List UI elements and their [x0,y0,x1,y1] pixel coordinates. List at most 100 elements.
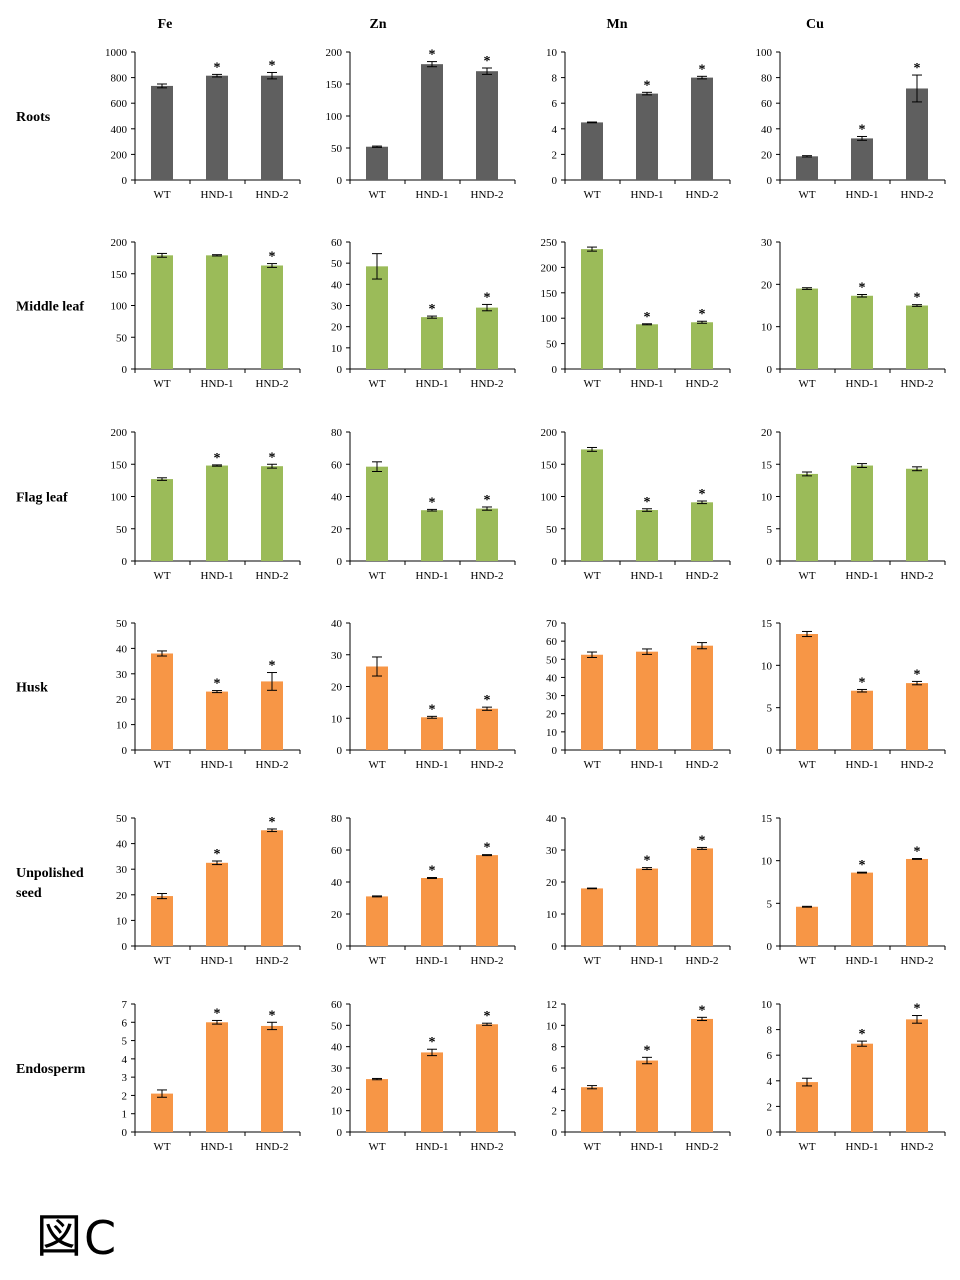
bar-hnd-1 [851,872,873,946]
x-tick-label: WT [798,378,815,390]
y-tick-label: 150 [541,288,558,300]
y-tick-label: 150 [326,79,343,91]
x-tick-label: WT [368,955,385,967]
y-tick-label: 10 [761,322,773,334]
x-tick-label: HND-1 [846,1141,879,1153]
x-tick-label: WT [798,1141,815,1153]
x-tick-label: WT [368,378,385,390]
x-tick-label: HND-1 [846,759,879,771]
y-tick-label: 80 [331,427,343,439]
x-tick-label: WT [368,189,385,201]
column-title-mn: Mn [607,17,628,32]
bar-wt [366,1079,388,1132]
bar-hnd-2 [476,307,498,369]
y-tick-label: 40 [116,839,128,851]
bar-hnd-1 [636,1060,658,1132]
panel-unpolished-seed-cu: 0 5 10 15 WT * HND-1 * HND-2 [761,813,946,967]
bar-hnd-2 [261,830,283,946]
y-tick-label: 40 [331,618,343,630]
significance-marker: * [269,58,276,73]
bar-wt [796,156,818,180]
significance-marker: * [484,54,491,69]
y-tick-label: 20 [761,279,773,291]
y-tick-label: 0 [122,175,128,187]
y-tick-label: 10 [331,713,343,725]
y-tick-label: 0 [767,1127,773,1139]
x-tick-label: WT [153,378,170,390]
panel-flag-leaf-cu: 0 5 10 15 20 WT HND-1 HND-2 [761,427,946,582]
significance-marker: * [429,48,436,63]
y-tick-label: 4 [767,1076,773,1088]
y-tick-label: 70 [546,618,558,630]
y-tick-label: 60 [331,845,343,857]
x-tick-label: HND-1 [631,759,664,771]
panel-roots-zn: 0 50 100 150 200 WT * HND-1 * HND-2 [326,47,516,201]
x-tick-label: HND-1 [201,570,234,582]
bar-hnd-2 [906,468,928,561]
significance-marker: * [214,451,221,466]
bar-hnd-1 [636,510,658,561]
y-tick-label: 0 [337,745,343,757]
x-tick-label: HND-2 [901,378,934,390]
x-tick-label: HND-1 [631,955,664,967]
y-tick-label: 10 [546,909,558,921]
y-tick-label: 10 [546,47,558,59]
y-tick-label: 8 [552,1042,558,1054]
row-label-line: Endosperm [16,1062,86,1077]
significance-marker: * [699,1003,706,1018]
x-tick-label: HND-1 [416,1141,449,1153]
bar-wt [151,479,173,561]
x-tick-label: HND-2 [686,759,719,771]
panel-husk-mn: 0 10 20 30 40 50 60 70 WT HND-1 HND-2 [546,618,731,771]
bar-hnd-1 [421,510,443,561]
y-tick-label: 200 [326,47,343,59]
bar-wt [151,653,173,750]
bar-hnd-1 [206,75,228,180]
x-tick-label: HND-2 [256,189,289,201]
y-tick-label: 200 [111,427,128,439]
y-tick-label: 250 [541,237,558,249]
panel-middle-leaf-fe: 0 50 100 150 200 WT HND-1 * HND-2 [111,237,301,390]
significance-marker: * [429,302,436,317]
x-tick-label: WT [798,759,815,771]
y-tick-label: 2 [122,1090,128,1102]
bar-wt [581,654,603,750]
significance-marker: * [214,60,221,75]
panel-middle-leaf-mn: 0 50 100 150 200 250 WT * HND-1 * HND-2 [541,237,731,390]
significance-marker: * [914,667,921,682]
y-tick-label: 50 [116,332,128,344]
x-tick-label: HND-2 [256,1141,289,1153]
bar-wt [796,1082,818,1132]
y-tick-label: 100 [111,301,128,313]
row-label-line: Middle leaf [16,300,84,315]
panel-roots-mn: 0 2 4 6 8 10 WT * HND-1 * HND-2 [546,47,731,201]
bar-hnd-2 [906,683,928,750]
y-tick-label: 40 [761,124,773,136]
x-tick-label: WT [583,378,600,390]
y-tick-label: 200 [541,427,558,439]
x-tick-label: WT [798,189,815,201]
y-tick-label: 20 [546,709,558,721]
significance-marker: * [269,250,276,265]
y-tick-label: 100 [111,492,128,504]
row-label-line: Unpolished [16,866,84,881]
x-tick-label: HND-1 [201,759,234,771]
y-tick-label: 20 [116,890,128,902]
y-tick-label: 7 [122,999,128,1011]
x-tick-label: HND-1 [201,378,234,390]
y-tick-label: 6 [767,1050,773,1062]
bar-hnd-1 [206,691,228,750]
y-tick-label: 30 [331,301,343,313]
bar-hnd-2 [691,502,713,561]
significance-marker: * [699,833,706,848]
y-tick-label: 10 [331,343,343,355]
y-tick-label: 100 [756,47,773,59]
x-tick-label: HND-2 [686,1141,719,1153]
x-tick-label: WT [583,955,600,967]
significance-marker: * [644,495,651,510]
y-tick-label: 0 [337,175,343,187]
y-tick-label: 5 [767,898,773,910]
x-tick-label: WT [368,1141,385,1153]
bar-wt [151,85,173,180]
